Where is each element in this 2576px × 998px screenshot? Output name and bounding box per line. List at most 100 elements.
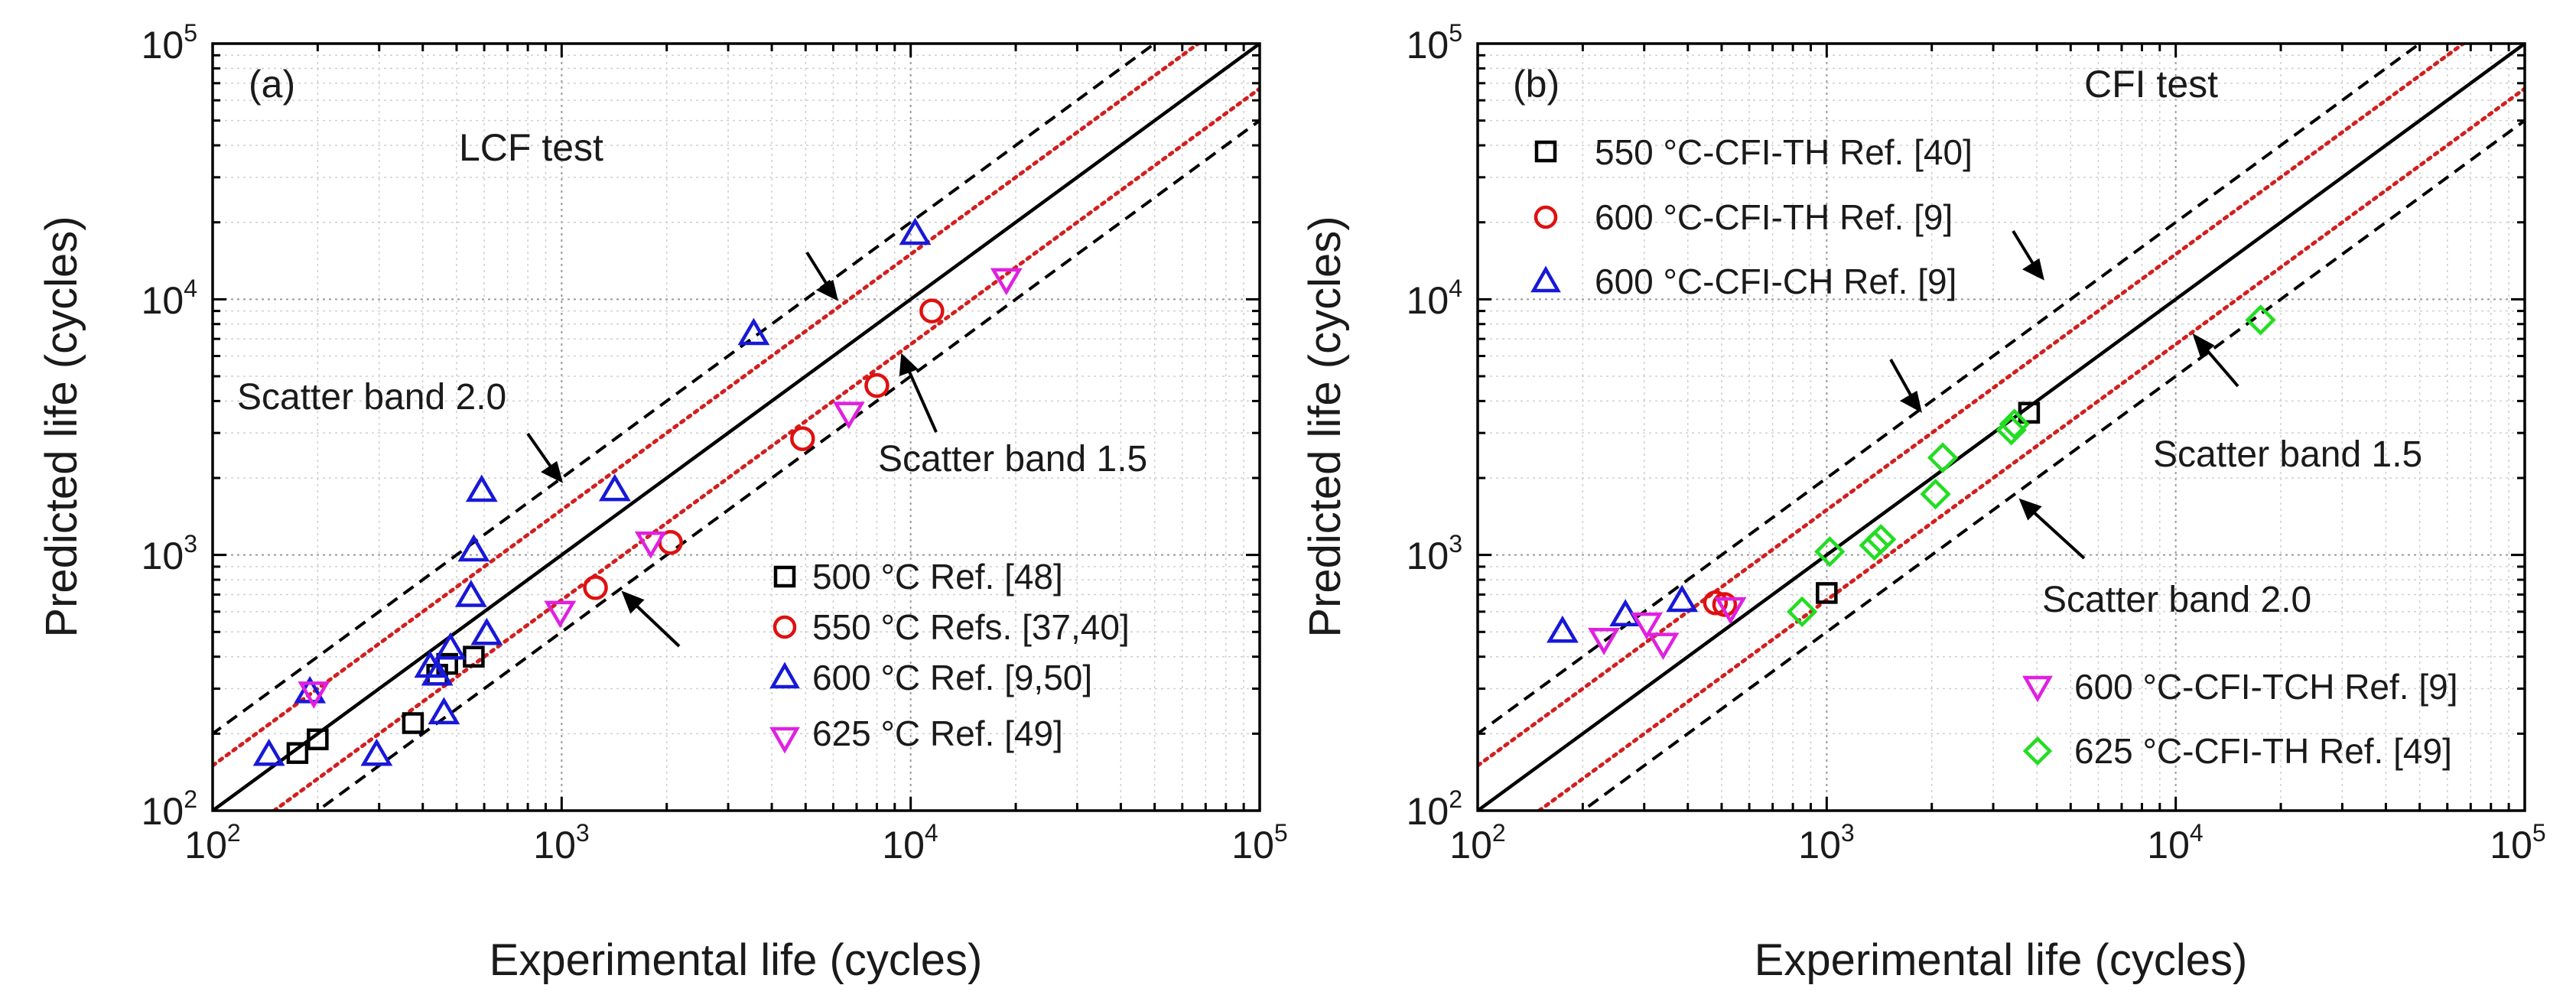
arrow-head xyxy=(899,353,919,376)
data-point xyxy=(1927,442,1959,473)
data-point xyxy=(252,738,285,766)
data-point xyxy=(457,534,490,562)
legend-label: 600 °C-CFI-CH Ref. [9] xyxy=(1595,262,1956,301)
data-point xyxy=(307,728,329,751)
y-tick-label: 103 xyxy=(141,530,197,577)
axis-ticks-a xyxy=(211,42,1261,812)
y-tick-label: 104 xyxy=(141,275,197,322)
data-point xyxy=(1814,536,1846,567)
data-point xyxy=(465,474,498,502)
arrow-head xyxy=(621,590,645,614)
legend-b-bottom: 600 °C-CFI-TCH Ref. [9] 625 °C-CFI-TH Re… xyxy=(2022,667,2458,771)
y-axis-title: Predicted life (cycles) xyxy=(1300,216,1350,637)
scatter-band-line xyxy=(1478,44,2423,736)
plot-frame-a xyxy=(211,42,1261,812)
legend-marker-triangle-up xyxy=(769,662,800,689)
data-point xyxy=(544,600,577,629)
legend-label: 625 °C Ref. [49] xyxy=(812,714,1063,753)
data-point xyxy=(790,426,815,451)
x-tick-label: 104 xyxy=(2147,819,2203,866)
chart-panel-b: 102 103 104 105 102 103 104 105 Experime… xyxy=(1300,19,2546,985)
axis-ticks-b xyxy=(1476,42,2526,812)
data-point xyxy=(598,473,631,502)
scatter-band-lines-a xyxy=(213,44,1260,811)
data-points-b xyxy=(1546,304,2276,661)
data-point xyxy=(1588,628,1620,655)
data-point xyxy=(1859,529,1890,561)
y-tick-label: 104 xyxy=(1407,275,1462,322)
x-axis-title: Experimental life (cycles) xyxy=(1755,935,2248,985)
arrow-head xyxy=(2021,258,2044,281)
legend-b-top: 550 °C-CFI-TH Ref. [40] 600 °C-CFI-TH Re… xyxy=(1530,132,1973,301)
arrow xyxy=(2204,346,2239,388)
legend-label: 600 °C-CFI-TH Ref. [9] xyxy=(1595,197,1953,237)
data-point xyxy=(1999,408,2030,440)
x-tick-label: 102 xyxy=(184,819,240,866)
plot-frame-b xyxy=(1476,42,2526,812)
chart-panel-a: 102 103 104 105 102 103 104 105 Experime… xyxy=(37,19,1288,985)
x-tick-label: 102 xyxy=(1449,819,1505,866)
data-point xyxy=(454,580,487,607)
data-point xyxy=(864,372,890,398)
arrow xyxy=(633,603,681,648)
x-tick-label: 103 xyxy=(533,819,589,866)
arrow xyxy=(1889,359,1914,398)
y-tick-label: 103 xyxy=(1407,530,1462,577)
data-point xyxy=(1816,582,1838,604)
arrow-head xyxy=(2192,333,2215,358)
legend-label: 600 °C Ref. [9,50] xyxy=(812,658,1092,697)
legend-marker-triangle-up xyxy=(1530,265,1561,293)
x-tick-label: 105 xyxy=(2490,819,2545,866)
equality-line xyxy=(213,44,1260,811)
data-point xyxy=(737,317,770,346)
arrow-head xyxy=(2018,498,2042,521)
data-point xyxy=(583,575,608,600)
chart-title: CFI test xyxy=(2084,63,2218,106)
data-point xyxy=(428,697,460,725)
chart-title: LCF test xyxy=(459,126,603,169)
data-point xyxy=(298,681,330,709)
panel-label: (a) xyxy=(249,63,295,106)
data-point xyxy=(634,531,667,559)
legend-marker-triangle-down xyxy=(769,727,800,754)
data-point xyxy=(832,401,865,430)
band-label-2-0: Scatter band 2.0 xyxy=(237,377,506,418)
annotation-arrows-b xyxy=(1889,229,2239,560)
scatter-band-line xyxy=(1579,119,2525,811)
data-point xyxy=(421,658,454,686)
data-points-a xyxy=(252,217,1023,766)
data-point xyxy=(1631,612,1663,640)
scatter-band-line xyxy=(1536,86,2525,811)
arrow xyxy=(526,432,554,470)
arrow-head xyxy=(541,460,564,483)
data-point xyxy=(1786,596,1818,628)
data-point xyxy=(1546,615,1579,643)
legend-marker-square xyxy=(773,565,796,588)
arrow xyxy=(2012,229,2036,268)
data-point xyxy=(2245,304,2276,336)
scatter-band-line xyxy=(213,44,1158,736)
data-point xyxy=(1920,478,1951,510)
data-point xyxy=(470,617,503,645)
band-label-1-5: Scatter band 1.5 xyxy=(2153,434,2422,475)
band-label-2-0: Scatter band 2.0 xyxy=(2042,580,2311,620)
data-point xyxy=(1647,632,1680,661)
arrow xyxy=(805,251,830,288)
band-label-1-5: Scatter band 1.5 xyxy=(878,439,1147,479)
data-point xyxy=(899,217,932,245)
legend-marker-circle xyxy=(1534,205,1558,229)
data-point xyxy=(1714,597,1747,625)
arrow-head xyxy=(1899,390,1922,413)
data-point xyxy=(286,742,309,764)
y-tick-label: 102 xyxy=(1407,785,1462,833)
y-tick-label: 105 xyxy=(1407,19,1462,67)
arrow xyxy=(2031,509,2086,560)
legend-marker-square xyxy=(1534,140,1557,163)
data-point xyxy=(402,712,424,734)
data-point xyxy=(919,298,945,323)
scatter-band-line xyxy=(1478,44,2467,769)
data-point xyxy=(990,268,1023,296)
legend-label: 600 °C-CFI-TCH Ref. [9] xyxy=(2074,667,2458,707)
data-point xyxy=(1703,590,1729,616)
